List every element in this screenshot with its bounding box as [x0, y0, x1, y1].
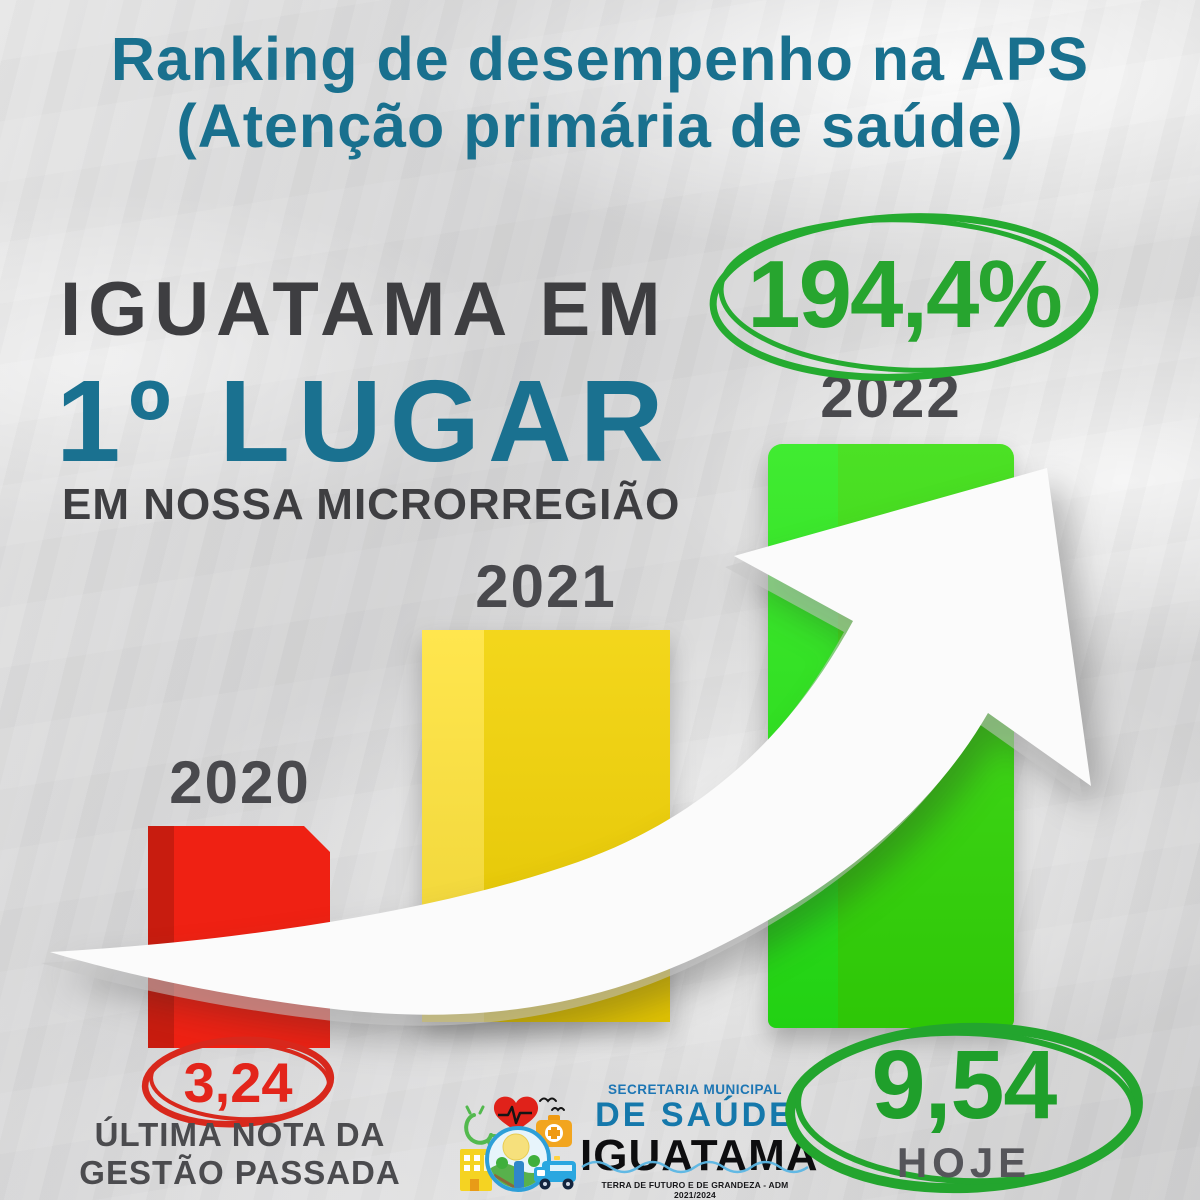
ambulance-icon: [534, 1156, 576, 1190]
title-line-2: (Atenção primária de saúde): [176, 92, 1024, 160]
old-score-caption-line-2: GESTÃO PASSADA: [79, 1154, 401, 1191]
bar-2020: [148, 826, 330, 1048]
wave-line-icon: [581, 1160, 809, 1174]
old-score-value: 3,24: [183, 1050, 293, 1114]
hand-drawn-ellipse-icon: [709, 213, 1099, 381]
new-score-caption: HOJE: [896, 1139, 1032, 1186]
logo-line-secretaria: SECRETARIA MUNICIPAL: [608, 1082, 782, 1097]
bar-2021: [422, 630, 670, 1022]
logo-text-block: SECRETARIA MUNICIPAL DE SAÚDE IGUATAMA T…: [580, 1082, 818, 1200]
poster-title: Ranking de desempenho na APS (Atenção pr…: [0, 26, 1200, 160]
nature-circle-icon: [485, 1126, 551, 1192]
year-label-2021: 2021: [475, 553, 617, 620]
old-score-caption-line-1: ÚLTIMA NOTA DA: [94, 1116, 386, 1153]
logo-line-iguatama: IGUATAMA: [580, 1134, 818, 1178]
old-score-badge: 3,24: [140, 1036, 336, 1128]
headline-city: IGUATAMA EM: [60, 267, 668, 352]
logo-icon-cluster: [460, 1096, 576, 1192]
hand-drawn-ellipse-icon: [785, 1022, 1143, 1194]
hospital-building-icon: [460, 1149, 492, 1191]
headline-rank: 1º LUGAR: [56, 356, 672, 486]
headline-region: EM NOSSA MICRORREGIÃO: [62, 480, 681, 529]
logo-line-slogan: TERRA DE FUTURO E DE GRANDEZA - ADM 2021…: [601, 1180, 789, 1200]
year-label-2020: 2020: [169, 749, 311, 816]
health-secretariat-logo: SECRETARIA MUNICIPAL DE SAÚDE IGUATAMA T…: [458, 1082, 818, 1200]
new-score-badge: 9,54 HOJE: [783, 1022, 1145, 1194]
old-score-caption: ÚLTIMA NOTA DA GESTÃO PASSADA: [30, 1116, 450, 1192]
title-line-1: Ranking de desempenho na APS: [110, 25, 1090, 93]
heart-ekg-icon: [493, 1096, 539, 1132]
new-score-value: 9,54: [871, 1030, 1058, 1139]
bar-2022: [768, 444, 1014, 1028]
growth-badge: 194,4%: [704, 208, 1104, 386]
logo-line-de-saude: DE SAÚDE: [595, 1096, 795, 1134]
growth-percent-value: 194,4%: [747, 241, 1063, 348]
hand-drawn-ellipse-icon: [141, 1036, 335, 1128]
birds-icon: [539, 1097, 565, 1112]
